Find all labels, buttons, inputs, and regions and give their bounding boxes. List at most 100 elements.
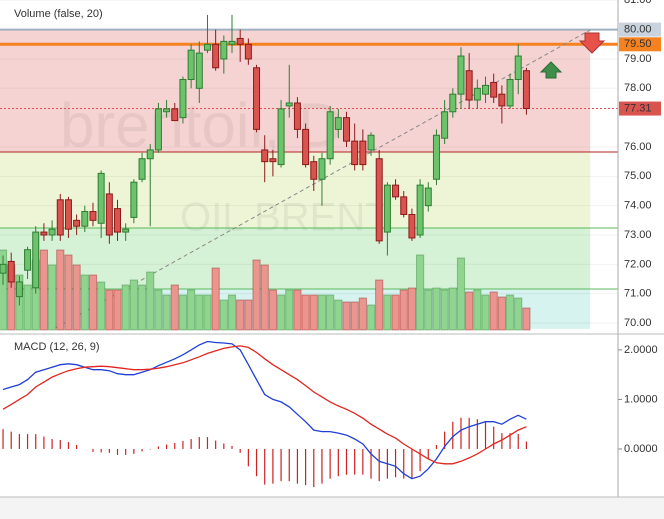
- volume-bar: [497, 296, 506, 331]
- candle-body: [187, 49, 195, 81]
- candle-body: [81, 211, 89, 227]
- volume-bar: [481, 294, 490, 331]
- volume-bar: [358, 297, 367, 331]
- volume-bar: [39, 249, 49, 331]
- volume-bar: [113, 289, 122, 331]
- candle-body: [212, 43, 220, 69]
- candle-body: [130, 181, 138, 218]
- price-marker-box: [619, 22, 661, 37]
- y-tick-label: 73.00: [624, 229, 652, 241]
- volume-bar: [391, 294, 400, 331]
- sell-arrow: [578, 32, 606, 54]
- candle-body: [318, 158, 326, 180]
- macd-line: [2, 340, 527, 480]
- candle-body: [40, 231, 48, 236]
- y-tick-label: 71.00: [624, 288, 652, 300]
- candle-body: [375, 158, 383, 242]
- price-marker-box: [619, 101, 661, 116]
- volume-bar: [170, 284, 179, 331]
- volume-bar: [146, 271, 155, 331]
- candle-body: [244, 43, 252, 60]
- candle-body: [441, 111, 449, 139]
- candle-body: [285, 102, 293, 107]
- candle-body: [342, 117, 350, 142]
- x-axis-area: [0, 497, 664, 519]
- candle-body: [490, 81, 498, 98]
- y-tick-label: 74.00: [624, 200, 652, 212]
- volume-bar: [424, 289, 433, 331]
- volume-bar: [72, 264, 81, 331]
- volume-bar: [432, 287, 441, 331]
- candle-body: [424, 187, 432, 207]
- price-marker-box: [619, 37, 661, 52]
- macd-line: [2, 345, 527, 465]
- candle-body: [64, 199, 72, 230]
- candle-body: [228, 40, 236, 45]
- candle-body: [114, 208, 122, 233]
- volume-bar: [326, 294, 335, 331]
- candle-body: [416, 184, 424, 236]
- y-tick-label: 78.00: [624, 82, 652, 94]
- candle-body: [220, 40, 228, 60]
- volume-bar: [195, 294, 204, 331]
- volume-bar: [342, 301, 351, 331]
- y-tick-label: 81.00: [624, 0, 652, 6]
- volume-bar: [137, 284, 147, 331]
- candle-body: [0, 263, 7, 274]
- candle-body: [253, 67, 261, 130]
- volume-bar: [522, 307, 531, 331]
- volume-bar: [375, 279, 384, 331]
- candle-body: [383, 184, 391, 233]
- volume-bar: [514, 297, 523, 331]
- candle-body: [367, 134, 375, 151]
- volume-bar: [268, 289, 277, 331]
- candle-body: [24, 249, 32, 271]
- candle-body: [73, 219, 81, 227]
- y-tick-label: 70.00: [624, 317, 652, 329]
- candle-body: [195, 52, 203, 89]
- volume-bar: [448, 287, 457, 331]
- volume-bar: [260, 264, 269, 331]
- volume-bar: [489, 291, 498, 331]
- candle-body: [171, 108, 179, 122]
- candle-body: [465, 70, 473, 101]
- volume-bar: [105, 289, 114, 331]
- candle-body: [179, 79, 187, 119]
- candle-body: [473, 87, 481, 101]
- price-marker-label: 80.00: [624, 24, 652, 36]
- y-tick-label: 0.0000: [624, 443, 658, 455]
- candle-body: [310, 161, 318, 180]
- volume-bar: [56, 249, 65, 331]
- volume-bar: [178, 294, 188, 331]
- volume-bar: [309, 294, 318, 331]
- volume-bar: [252, 259, 261, 331]
- macd-label: MACD (12, 26, 9): [14, 341, 100, 353]
- candle-body: [432, 134, 440, 180]
- candle-body: [408, 213, 416, 239]
- volume-bar: [407, 287, 417, 331]
- y-tick-label: 79.00: [624, 53, 652, 65]
- volume-bar: [366, 304, 376, 331]
- volume-label: Volume (false, 20): [14, 8, 103, 20]
- candle-body: [506, 79, 514, 107]
- volume-bar: [0, 249, 8, 331]
- volume-bar: [276, 294, 286, 331]
- volume-bar: [285, 289, 294, 331]
- candle-body: [269, 158, 277, 163]
- candle-body: [293, 102, 301, 130]
- volume-bar: [465, 291, 474, 331]
- y-tick-label: 2.0000: [624, 344, 658, 356]
- volume-bar: [350, 301, 359, 331]
- candle-body: [138, 158, 146, 180]
- candle-body: [236, 37, 244, 45]
- volume-bar: [219, 299, 228, 331]
- candle-body: [457, 55, 465, 95]
- candle-body: [154, 108, 162, 151]
- volume-bar: [293, 289, 302, 331]
- candle-body: [203, 43, 211, 51]
- volume-bar: [80, 274, 89, 331]
- candle-body: [449, 93, 457, 113]
- candle-body: [522, 70, 530, 110]
- volume-bar: [440, 289, 449, 331]
- volume-bar: [415, 254, 425, 331]
